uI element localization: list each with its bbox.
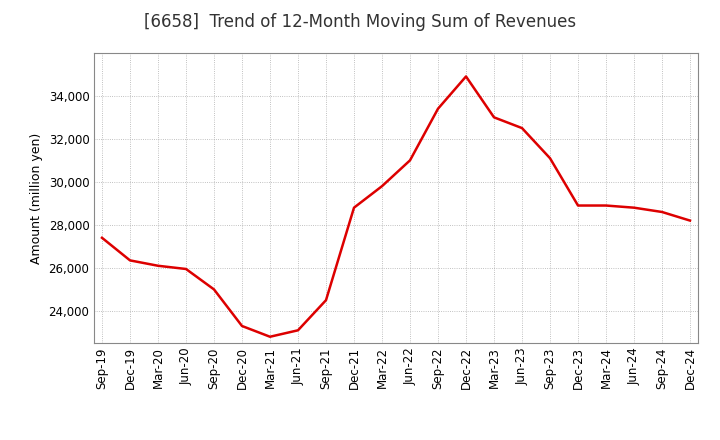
Y-axis label: Amount (million yen): Amount (million yen) bbox=[30, 132, 43, 264]
Text: [6658]  Trend of 12-Month Moving Sum of Revenues: [6658] Trend of 12-Month Moving Sum of R… bbox=[144, 13, 576, 31]
